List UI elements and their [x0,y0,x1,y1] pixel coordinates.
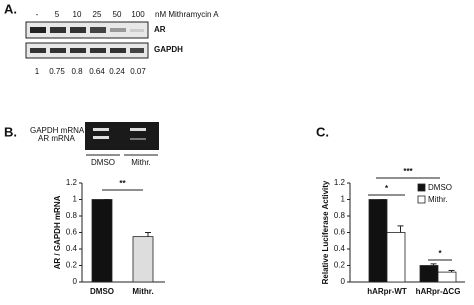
band-label: GAPDH mRNA [30,126,85,135]
legend-label: Mithr. [428,195,448,204]
bar [132,236,154,283]
y-tick-label: 1.2 [334,178,346,187]
y-tick-label: 0.4 [66,244,78,253]
y-tick-label: 0 [341,277,346,286]
significance: * [385,184,389,193]
treatment-label: nM Mithramycin A [155,10,219,19]
bar [368,199,388,283]
y-tick-label: 0.6 [66,228,78,237]
y-tick-label: 0.2 [334,261,346,270]
y-axis-label: AR / GAPDH mRNA [53,195,62,269]
blot [25,21,149,59]
y-axis-label: Relative Luciferase Activity [321,180,330,284]
quantification: 0.24 [109,67,125,76]
y-tick-label: 0 [73,277,78,286]
quantification: 0.8 [71,67,83,76]
quantification: 1 [35,67,40,76]
y-tick-label: 1 [341,195,346,204]
y-tick-label: 1.2 [66,178,78,187]
lane-label: 100 [131,10,145,19]
x-tick-label: DMSO [90,287,114,296]
x-tick-label: hARpr-ΔCG [416,287,461,296]
quantification: 0.07 [130,67,146,76]
y-tick-label: 0.6 [334,228,346,237]
lane-label: - [36,10,39,19]
y-tick-label: 0.4 [334,244,346,253]
bar [91,199,113,283]
lane-label: 5 [55,10,60,19]
y-tick-label: 0.8 [334,211,346,220]
panel-label: B. [4,124,17,139]
quantification: 0.75 [49,67,65,76]
y-tick-label: 0.8 [66,211,78,220]
band-label: AR mRNA [38,134,76,143]
panel-label: A. [4,1,17,16]
lane-label: 10 [73,10,82,19]
bar [437,271,457,283]
lane-label: DMSO [91,158,115,167]
lane-label: 50 [113,10,122,19]
legend-swatch [417,195,426,204]
legend-label: DMSO [428,183,452,192]
bar [386,232,406,283]
x-tick-label: Mithr. [132,287,153,296]
legend-swatch [417,183,426,192]
blot-label: GAPDH [154,45,183,54]
y-tick-label: 0.2 [66,261,78,270]
lane-label: Mithr. [131,158,151,167]
lane-label: 25 [93,10,102,19]
quantification: 0.64 [89,67,105,76]
significance: * [438,249,442,258]
y-tick-label: 1 [73,195,78,204]
x-tick-label: hARpr-WT [367,287,407,296]
gel-bands [93,128,146,140]
blot-label: AR [154,25,166,34]
bar [419,265,439,283]
panel-label: C. [316,124,329,139]
significance: *** [403,167,413,176]
significance: ** [119,179,126,188]
